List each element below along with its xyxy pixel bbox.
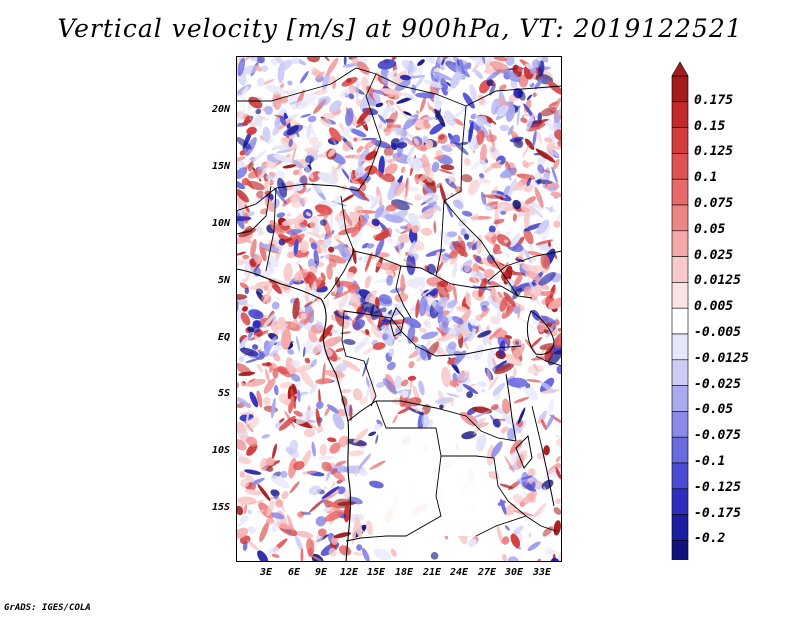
colorbar-segment [672,515,688,541]
colorbar-label: 0.0125 [694,273,741,288]
colorbar-label: 0.005 [694,299,733,314]
lat-label: 15N [190,161,230,172]
lat-label: 20N [190,104,230,115]
colorbar-label: -0.075 [694,428,741,443]
colorbar-label: -0.125 [694,480,741,495]
map-panel [236,56,562,562]
colorbar-segment [672,308,688,334]
colorbar-label: 0.1 [694,170,717,185]
colorbar-segment [672,540,688,560]
lon-label: 9E [307,567,335,578]
lat-label: 5S [190,388,230,399]
vertical-velocity-map [236,56,562,562]
colorbar-label: -0.025 [694,377,741,392]
colorbar-label: -0.05 [694,402,733,417]
colorbar-label: 0.075 [694,196,733,211]
colorbar-top-arrow [672,62,688,76]
colorbar-label: 0.15 [694,119,725,134]
lon-label: 15E [362,567,390,578]
lat-label: 10S [190,445,230,456]
lat-label: EQ [190,332,230,343]
lat-label: 5N [190,275,230,286]
colorbar-segment [672,128,688,154]
velocity-cell [414,194,422,200]
lon-label: 24E [445,567,473,578]
colorbar-segment [672,463,688,489]
colorbar-segment [672,153,688,179]
lon-label: 12E [335,567,363,578]
colorbar-label: 0.025 [694,248,733,263]
colorbar-segment [672,205,688,231]
colorbar-label: -0.005 [694,325,741,340]
velocity-cell [293,182,303,191]
lon-label: 6E [280,567,308,578]
colorbar-segment [672,489,688,515]
lat-label: 15S [190,502,230,513]
colorbar-label: -0.0125 [694,351,749,366]
colorbar-segment [672,257,688,283]
colorbar-label: -0.1 [694,454,725,469]
credit-label: GrADS: IGES/COLA [4,603,91,613]
colorbar-segment [672,282,688,308]
colorbar-label: 0.175 [694,93,733,108]
colorbar-segment [672,411,688,437]
colorbar-label: -0.175 [694,506,741,521]
lon-label: 3E [252,567,280,578]
colorbar-segment [672,437,688,463]
colorbar-segment [672,102,688,128]
colorbar-segment [672,231,688,257]
lat-label: 10N [190,218,230,229]
colorbar-segment [672,334,688,360]
colorbar-segment [672,179,688,205]
lon-label: 30E [500,567,528,578]
colorbar-segment [672,386,688,412]
lon-label: 21E [418,567,446,578]
colorbar-segment [672,76,688,102]
velocity-cell [245,288,249,294]
colorbar-segment [672,360,688,386]
map-title: Vertical velocity [m/s] at 900hPa, VT: 2… [0,14,800,43]
velocity-cell [400,226,408,230]
lon-label: 33E [528,567,556,578]
colorbar-label: -0.2 [694,531,725,546]
colorbar-label: 0.125 [694,144,733,159]
lon-label: 18E [390,567,418,578]
lon-label: 27E [473,567,501,578]
colorbar-label: 0.05 [694,222,725,237]
